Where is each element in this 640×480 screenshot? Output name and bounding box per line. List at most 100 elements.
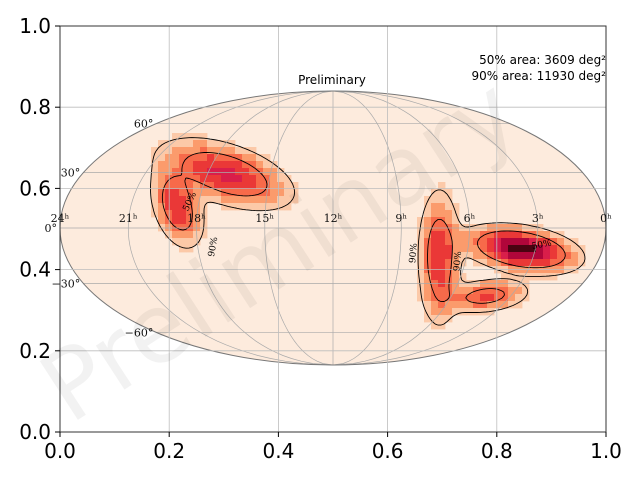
heatmap-cell: [228, 196, 236, 204]
heatmap-cell: [431, 294, 439, 302]
heatmap-cell: [249, 147, 257, 155]
ra-label: 12ʰ: [324, 212, 343, 225]
heatmap-cell: [438, 280, 446, 288]
heatmap-cell: [487, 252, 495, 260]
axes-frame: [59, 25, 607, 433]
heatmap-cell: [165, 168, 173, 176]
heatmap-cell: [172, 210, 180, 218]
contour-50-percent: [161, 152, 566, 304]
heatmap-cell: [221, 175, 229, 183]
heatmap-cell: [508, 273, 516, 281]
heatmap-cell: [200, 140, 208, 148]
heatmap-cell: [431, 203, 439, 211]
heatmap-cell: [487, 294, 495, 302]
heatmap-cell: [494, 238, 502, 246]
heatmap-cell: [508, 252, 516, 260]
heatmap-cell: [459, 294, 467, 302]
heatmap-cell: [431, 189, 439, 197]
dec-label: 0°: [45, 222, 58, 235]
heatmap-cell: [200, 189, 208, 197]
heatmap-cell: [179, 154, 187, 162]
heatmap-cell: [424, 210, 432, 218]
heatmap-cell: [452, 301, 460, 309]
heatmap-cell: [242, 203, 250, 211]
heatmap-cell: [179, 217, 187, 225]
heatmap-cell: [214, 175, 222, 183]
contour-label: 90%: [207, 236, 220, 258]
heatmap-cell: [466, 231, 474, 239]
heatmap-cell: [550, 245, 558, 253]
heatmap-cell: [480, 308, 488, 316]
heatmap-cell: [165, 175, 173, 183]
heatmap-cell: [431, 196, 439, 204]
heatmap-cell: [494, 280, 502, 288]
heatmap-cell: [200, 231, 208, 239]
heatmap-cell: [235, 147, 243, 155]
heatmap-cell: [473, 294, 481, 302]
heatmap-cell: [459, 301, 467, 309]
heatmap-cell: [445, 259, 453, 267]
ra-label: 18ʰ: [187, 212, 206, 225]
heatmap-cell: [431, 287, 439, 295]
heatmap-cell: [249, 189, 257, 197]
heatmap-cell: [466, 294, 474, 302]
heatmap-cell: [445, 210, 453, 218]
heatmap-cell: [438, 217, 446, 225]
heatmap-cell: [158, 147, 166, 155]
heatmap-cell: [158, 175, 166, 183]
heatmap-cell: [424, 294, 432, 302]
heatmap-cell: [431, 210, 439, 218]
heatmap-cell: [508, 231, 516, 239]
heatmap-cell: [284, 175, 292, 183]
heatmap-cell: [480, 294, 488, 302]
contour-label: 50%: [531, 239, 553, 252]
heatmap-cell: [186, 182, 194, 190]
heatmap-cell: [165, 161, 173, 169]
heatmap-cell: [172, 168, 180, 176]
heatmap-cell: [186, 133, 194, 141]
heatmap-cell: [193, 175, 201, 183]
heatmap-cell: [207, 147, 215, 155]
heatmap-cell: [466, 238, 474, 246]
chart-title: Preliminary: [298, 73, 366, 87]
heatmap-cell: [214, 154, 222, 162]
heatmap-cell: [480, 231, 488, 239]
heatmap-cell: [228, 147, 236, 155]
heatmap-cell: [207, 140, 215, 148]
heatmap-cell: [487, 238, 495, 246]
heatmap-cell: [186, 217, 194, 225]
heatmap-cell: [277, 189, 285, 197]
heatmap-cell: [459, 252, 467, 260]
heatmap-cell: [431, 217, 439, 225]
heatmap-cell: [438, 238, 446, 246]
heatmap-cell: [179, 182, 187, 190]
heatmap-cell: [452, 238, 460, 246]
heatmap-cell: [284, 189, 292, 197]
heatmap-cell: [256, 154, 264, 162]
ra-label: 9ʰ: [395, 212, 407, 225]
heatmap-cell: [501, 301, 509, 309]
heatmap-cell: [550, 259, 558, 267]
contour-labels: 50%90% 90% 90%50%: [182, 190, 553, 272]
dec-label: −60°: [125, 326, 154, 339]
heatmap-cell: [249, 182, 257, 190]
heatmap-cell: [417, 217, 425, 225]
heatmap-cell: [438, 231, 446, 239]
heatmap-cell: [431, 301, 439, 309]
heatmap-cell: [242, 154, 250, 162]
heatmap-cell: [424, 301, 432, 309]
heatmap-cell: [466, 287, 474, 295]
heatmap-cell: [417, 245, 425, 253]
heatmap-cell: [522, 252, 530, 260]
heatmap-cell: [445, 252, 453, 260]
heatmap-cell: [438, 189, 446, 197]
heatmap-cell: [445, 231, 453, 239]
ra-label: 24ʰ: [51, 212, 70, 225]
heatmap-cell: [452, 259, 460, 267]
y-tick-label: 0.8: [19, 95, 51, 119]
heatmap-cell: [522, 287, 530, 295]
heatmap-cell: [235, 168, 243, 176]
heatmap-cell: [186, 203, 194, 211]
heatmap-cell: [501, 252, 509, 260]
heatmap-cell: [186, 231, 194, 239]
